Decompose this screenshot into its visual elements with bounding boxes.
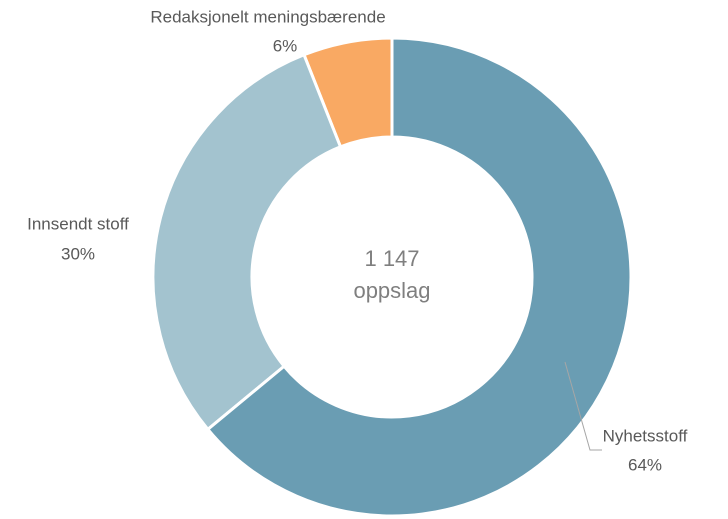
center-text: 1 147 <box>364 246 419 271</box>
leader-line <box>564 361 602 451</box>
category-label: Nyhetsstoff <box>603 426 688 445</box>
category-label: Innsendt stoff <box>27 214 129 233</box>
value-label: 30% <box>61 244 95 263</box>
value-label: 6% <box>273 36 298 55</box>
slice <box>205 36 633 518</box>
slice <box>151 52 343 432</box>
value-label: 64% <box>628 455 662 474</box>
center-subtext: oppslag <box>353 278 430 303</box>
category-label: Redaksjonelt meningsbærende <box>150 7 385 26</box>
